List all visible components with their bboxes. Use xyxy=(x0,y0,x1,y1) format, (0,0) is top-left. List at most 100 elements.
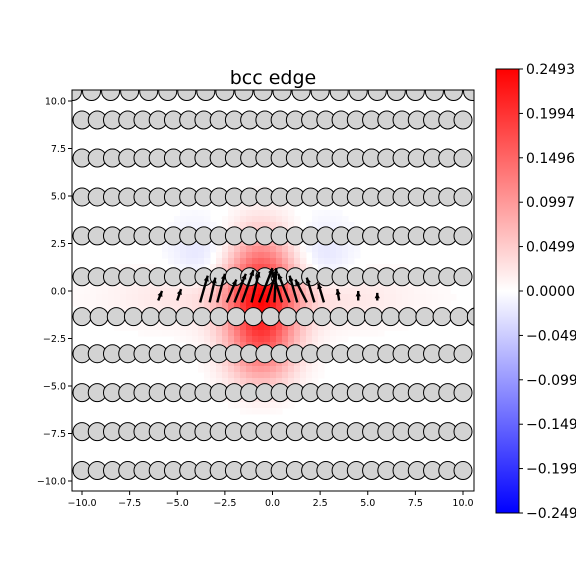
field-cell xyxy=(306,288,313,295)
field-cell xyxy=(294,216,301,223)
field-cell xyxy=(240,204,247,211)
field-cell xyxy=(168,294,175,301)
atom xyxy=(466,307,474,326)
field-cell xyxy=(96,300,103,307)
field-cell xyxy=(288,360,295,367)
field-cell xyxy=(312,288,319,295)
field-cell xyxy=(318,330,325,337)
x-tick-label: 5.0 xyxy=(360,498,375,509)
field-cell xyxy=(192,264,199,271)
field-cell xyxy=(402,300,409,307)
field-cell xyxy=(342,336,349,343)
field-cell xyxy=(264,366,271,373)
field-cell xyxy=(228,264,235,271)
field-cell xyxy=(168,222,175,229)
field-cell xyxy=(180,288,187,295)
field-cell xyxy=(354,324,361,331)
field-cell xyxy=(312,222,319,229)
field-cell xyxy=(168,330,175,337)
field-cell xyxy=(366,294,373,301)
field-cell xyxy=(318,342,325,349)
field-cell xyxy=(234,336,241,343)
field-cell xyxy=(186,330,193,337)
field-cell xyxy=(186,222,193,229)
field-cell xyxy=(348,288,355,295)
displacement-arrow xyxy=(208,277,217,303)
field-cell xyxy=(222,222,229,229)
field-cell xyxy=(192,252,199,259)
atom xyxy=(82,90,102,101)
atom xyxy=(123,307,143,327)
field-cell xyxy=(288,324,295,331)
field-cell xyxy=(342,246,349,253)
field-cell xyxy=(204,216,211,223)
field-cell xyxy=(174,306,181,313)
field-cell xyxy=(240,408,247,415)
field-cell xyxy=(114,300,121,307)
field-cell xyxy=(264,324,271,331)
field-cell xyxy=(222,366,229,373)
field-cell xyxy=(228,402,235,409)
field-cell xyxy=(276,408,283,415)
field-cell xyxy=(138,306,145,313)
field-cell xyxy=(192,342,199,349)
atom xyxy=(381,307,401,327)
field-cell xyxy=(270,300,277,307)
field-cell xyxy=(354,300,361,307)
field-cell xyxy=(342,294,349,301)
colorbar-ticks: 0.2493 0.1994 0.1496 0.0997 0.0499 0.0000 −0.0… xyxy=(519,62,576,522)
field-cell xyxy=(180,330,187,337)
field-cell xyxy=(138,294,145,301)
field-cell xyxy=(366,288,373,295)
y-tick-label: −2.5 xyxy=(43,334,66,345)
field-cell xyxy=(120,294,127,301)
atom xyxy=(453,422,473,442)
field-cell xyxy=(216,246,223,253)
field-cell xyxy=(204,222,211,229)
atom xyxy=(295,307,315,327)
field-cell xyxy=(186,258,193,265)
field-cell xyxy=(162,246,169,253)
field-cell xyxy=(126,288,133,295)
field-cell xyxy=(162,324,169,331)
field-cell xyxy=(240,306,247,313)
displacement-arrow xyxy=(233,273,247,303)
field-cell xyxy=(276,216,283,223)
field-cell xyxy=(282,366,289,373)
field-cell xyxy=(246,246,253,253)
field-cell xyxy=(276,366,283,373)
field-cell xyxy=(240,246,247,253)
field-cell xyxy=(270,246,277,253)
field-cell xyxy=(282,216,289,223)
displacement-arrow xyxy=(288,275,299,303)
atom xyxy=(243,307,263,327)
field-cell xyxy=(216,336,223,343)
field-cell xyxy=(294,222,301,229)
field-cell xyxy=(198,300,205,307)
field-cell xyxy=(324,324,331,331)
field-cell xyxy=(234,252,241,259)
colorbar-tick-label: 0.0499 xyxy=(526,240,575,256)
field-cell xyxy=(390,288,397,295)
field-cell xyxy=(270,240,277,247)
field-cell xyxy=(282,342,289,349)
colorbar-tick-label: 0.1496 xyxy=(526,151,575,167)
field-cell xyxy=(174,258,181,265)
field-cell xyxy=(294,378,301,385)
field-cell xyxy=(192,216,199,223)
field-cell xyxy=(84,288,91,295)
field-cell xyxy=(300,264,307,271)
field-cell xyxy=(156,330,163,337)
field-cell xyxy=(324,300,331,307)
field-cell xyxy=(234,366,241,373)
field-cell xyxy=(102,282,109,289)
field-cell xyxy=(270,360,277,367)
field-cell xyxy=(228,210,235,217)
field-cell xyxy=(312,306,319,313)
field-cell xyxy=(258,210,265,217)
field-cell xyxy=(312,258,319,265)
displacement-arrow xyxy=(305,277,316,303)
field-cell xyxy=(174,246,181,253)
field-cell xyxy=(210,324,217,331)
field-cell xyxy=(126,264,133,271)
